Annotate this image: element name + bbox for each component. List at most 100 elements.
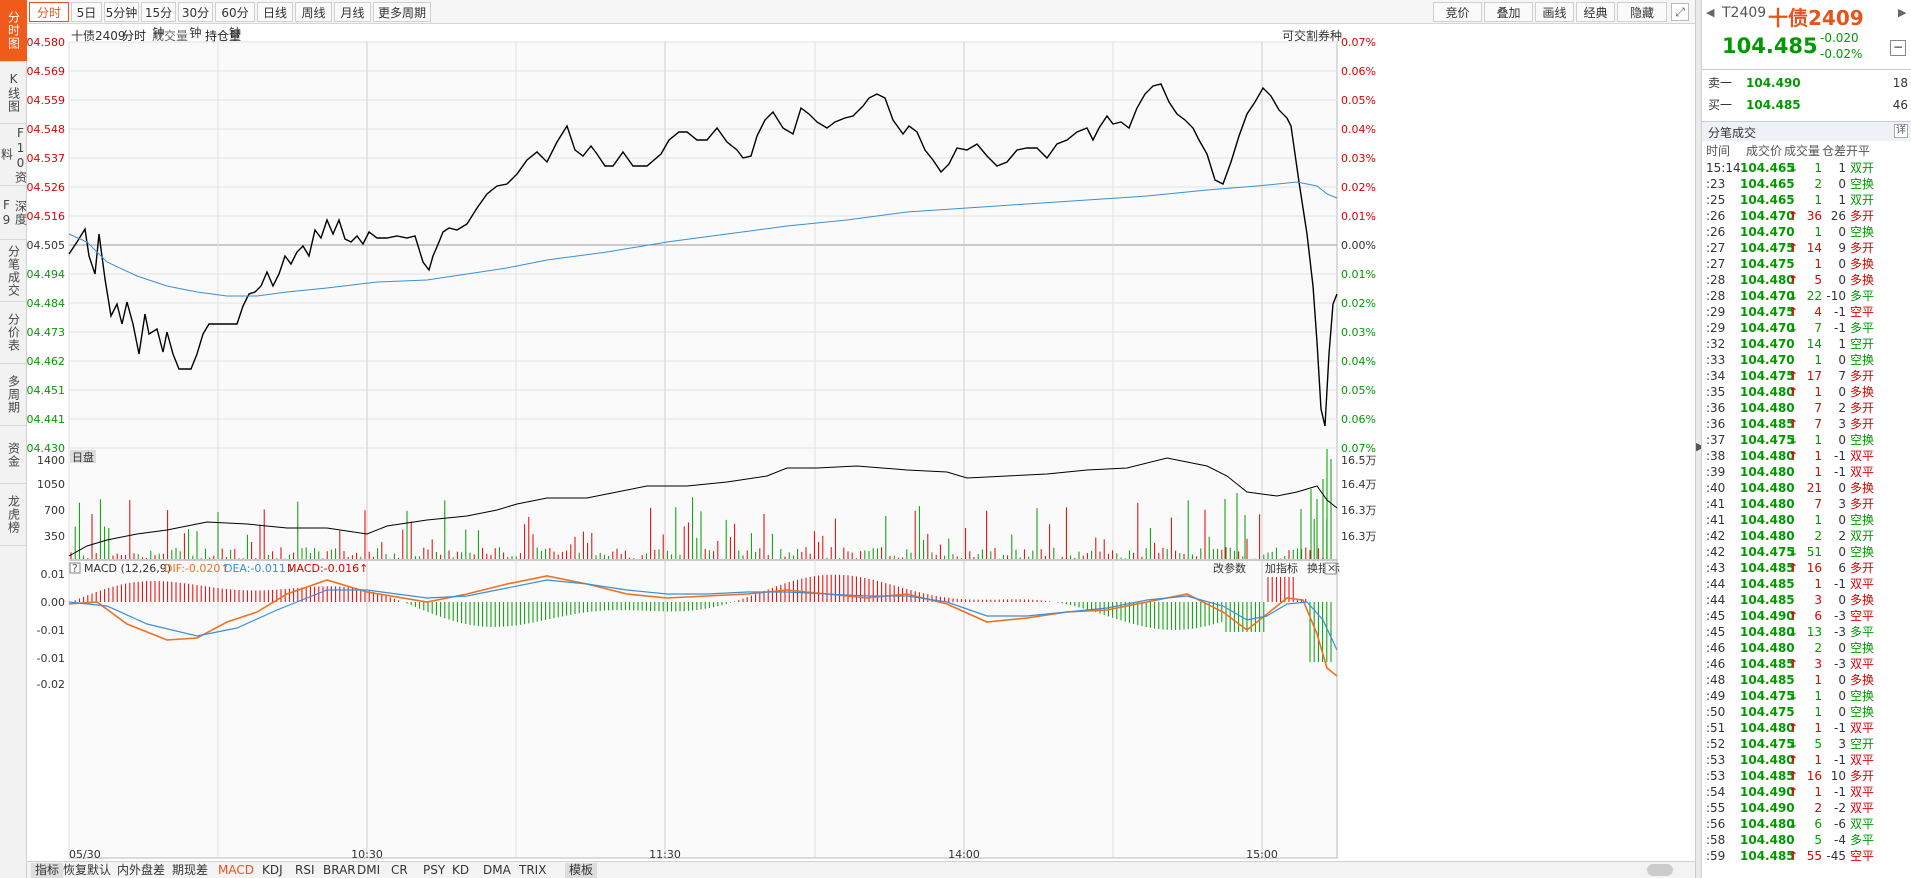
period-tab-6[interactable]: 日线	[257, 2, 293, 22]
trade-type: 双平	[1850, 657, 1875, 671]
indicator-tab-9[interactable]: CR	[391, 863, 408, 877]
trade-price: 104.475	[1740, 689, 1795, 703]
chart-tab-0[interactable]: 分时	[122, 29, 147, 43]
indicator-tab-1[interactable]: 恢复默认	[63, 863, 112, 877]
chart-tab-1[interactable]: 成交量	[152, 29, 189, 43]
trade-time: :28	[1706, 273, 1726, 287]
left-tab-8[interactable]: 龙虎榜	[0, 484, 27, 546]
macd-help-icon[interactable]	[69, 562, 81, 574]
left-tab-5[interactable]: 分价表	[0, 302, 27, 364]
indicator-tab-6[interactable]: RSI	[295, 863, 315, 877]
period-tab-3[interactable]: 15分钟	[141, 2, 176, 40]
trade-arrow-icon: ↑	[1788, 273, 1799, 287]
macd-tick: -0.01	[37, 652, 65, 665]
deliverable-bonds-link[interactable]: 可交割券种	[1282, 29, 1343, 43]
period-tab-9[interactable]: 更多周期	[373, 2, 431, 22]
indicator-tab-11[interactable]: KD	[452, 863, 470, 877]
indicator-tab-10[interactable]: PSY	[423, 863, 446, 877]
pct-tick: 0.01%	[1341, 210, 1376, 223]
trade-row: :42 104.480 2 2 双开	[1702, 528, 1911, 544]
indicator-tab-8[interactable]: DMI	[357, 863, 381, 877]
macd-button-0[interactable]: 改参数	[1213, 561, 1246, 575]
period-tab-2[interactable]: 5分钟	[104, 2, 139, 22]
indicator-tab-2[interactable]: 内外盘差	[117, 863, 166, 877]
chart-tab-2[interactable]: 持仓量	[205, 29, 242, 43]
left-tab-4[interactable]: 分笔成交	[0, 240, 27, 302]
price-tick: 104.451	[27, 384, 65, 397]
macd-close-icon[interactable]	[1324, 562, 1337, 575]
left-tab-6[interactable]: 多周期	[0, 364, 27, 426]
trades-detail-button[interactable]: 详	[1894, 124, 1908, 138]
toolbar-right-0[interactable]: 竞价	[1433, 2, 1482, 22]
indicator-tab-3[interactable]: 期现差	[172, 863, 209, 877]
toolbar-right-2[interactable]: 画线	[1535, 2, 1574, 22]
trade-time: :25	[1706, 193, 1726, 207]
trade-time: :45	[1706, 609, 1726, 623]
indicator-tab-7[interactable]: BRAR	[323, 863, 356, 877]
trade-type: 空换	[1850, 353, 1875, 367]
price-tick: 104.484	[27, 297, 65, 310]
indicator-tab-5[interactable]: KDJ	[262, 863, 283, 877]
toolbar-right-1[interactable]: 叠加	[1484, 2, 1533, 22]
trade-oi-change: 1	[1838, 161, 1846, 175]
trade-price: 104.480	[1740, 513, 1795, 527]
left-tab-7[interactable]: 资金	[0, 426, 27, 484]
trade-type: 双开	[1850, 529, 1875, 543]
macd-tick: 0.01	[41, 568, 66, 581]
chart-canvas[interactable]: 104.580 0.07% 104.569 0.06% 104.559 0.05% 104.…	[27, 24, 1695, 861]
trade-oi-change: 10	[1830, 769, 1846, 783]
period-tab-0[interactable]: 分时	[29, 2, 69, 22]
trade-arrow-icon: ↑	[1788, 449, 1799, 463]
trade-type: 多换	[1850, 593, 1875, 607]
period-tab-1[interactable]: 5日	[71, 2, 102, 22]
collapse-quote-button[interactable]: −	[1890, 40, 1906, 56]
macd-button-1[interactable]: 加指标	[1265, 561, 1298, 575]
trade-row: :54 104.490 ↑ 1 -1 双平	[1702, 784, 1911, 800]
period-tab-8[interactable]: 月线	[334, 2, 371, 22]
maximize-icon[interactable]: ⤢	[1671, 3, 1689, 21]
trade-type: 多换	[1850, 673, 1875, 687]
trade-row: :32 104.470 14 1 空开	[1702, 336, 1911, 352]
trade-row: :46 104.480 2 0 空换	[1702, 640, 1911, 656]
price-tick: 104.473	[27, 326, 65, 339]
trade-time: :48	[1706, 673, 1726, 687]
trade-row: :42 104.475 ↓ 51 0 空换	[1702, 544, 1911, 560]
trade-volume: 1	[1814, 465, 1822, 479]
left-tab-2[interactable]: F10资料	[0, 124, 28, 186]
trade-row: :27 104.475 1 0 多换	[1702, 256, 1911, 272]
price-tick: 104.494	[27, 268, 65, 281]
toggle-switch[interactable]	[1647, 864, 1673, 876]
indicator-tab-4[interactable]: MACD	[218, 863, 254, 877]
trade-row: 15:14 104.465 ↓ 1 1 双开	[1702, 160, 1911, 176]
trade-time: :42	[1706, 545, 1726, 559]
indicator-tab-14[interactable]: 模板	[565, 863, 598, 878]
trade-oi-change: 3	[1838, 737, 1846, 751]
trade-type: 空平	[1850, 305, 1875, 319]
trade-volume: 6	[1814, 609, 1822, 623]
pct-tick: 0.05%	[1341, 94, 1376, 107]
indicator-tab-12[interactable]: DMA	[483, 863, 511, 877]
trade-row: :23 104.465 2 0 空换	[1702, 176, 1911, 192]
collapse-arrow-icon[interactable]: ▶	[1696, 440, 1704, 453]
left-tab-0[interactable]: 分时图	[0, 0, 27, 62]
period-tab-5[interactable]: 60分钟	[215, 2, 255, 40]
trade-time: :40	[1706, 481, 1726, 495]
trades-title: 分笔成交	[1708, 126, 1757, 140]
indicator-tab-0[interactable]: 指标	[31, 863, 64, 878]
trade-type: 双平	[1850, 817, 1875, 831]
period-tab-4[interactable]: 30分钟	[178, 2, 213, 40]
indicator-tab-13[interactable]: TRIX	[519, 863, 547, 877]
toolbar-right-4[interactable]: 隐藏	[1617, 2, 1667, 22]
left-tab-1[interactable]: K线图	[0, 62, 27, 124]
panel-collapse-handle[interactable]: ▶	[1695, 0, 1704, 878]
trade-volume: 1	[1814, 225, 1822, 239]
toolbar-right-3[interactable]: 经典	[1576, 2, 1615, 22]
prev-instrument-icon[interactable]: ◀	[1706, 6, 1715, 19]
trade-row: :34 104.475 ↑ 17 7 多开	[1702, 368, 1911, 384]
trade-row: :40 104.480 21 0 多换	[1702, 480, 1911, 496]
left-tab-3[interactable]: 深度F9	[0, 186, 28, 240]
period-tab-7[interactable]: 周线	[295, 2, 332, 22]
trade-time: :49	[1706, 689, 1726, 703]
next-instrument-icon[interactable]: ▶	[1898, 6, 1907, 19]
